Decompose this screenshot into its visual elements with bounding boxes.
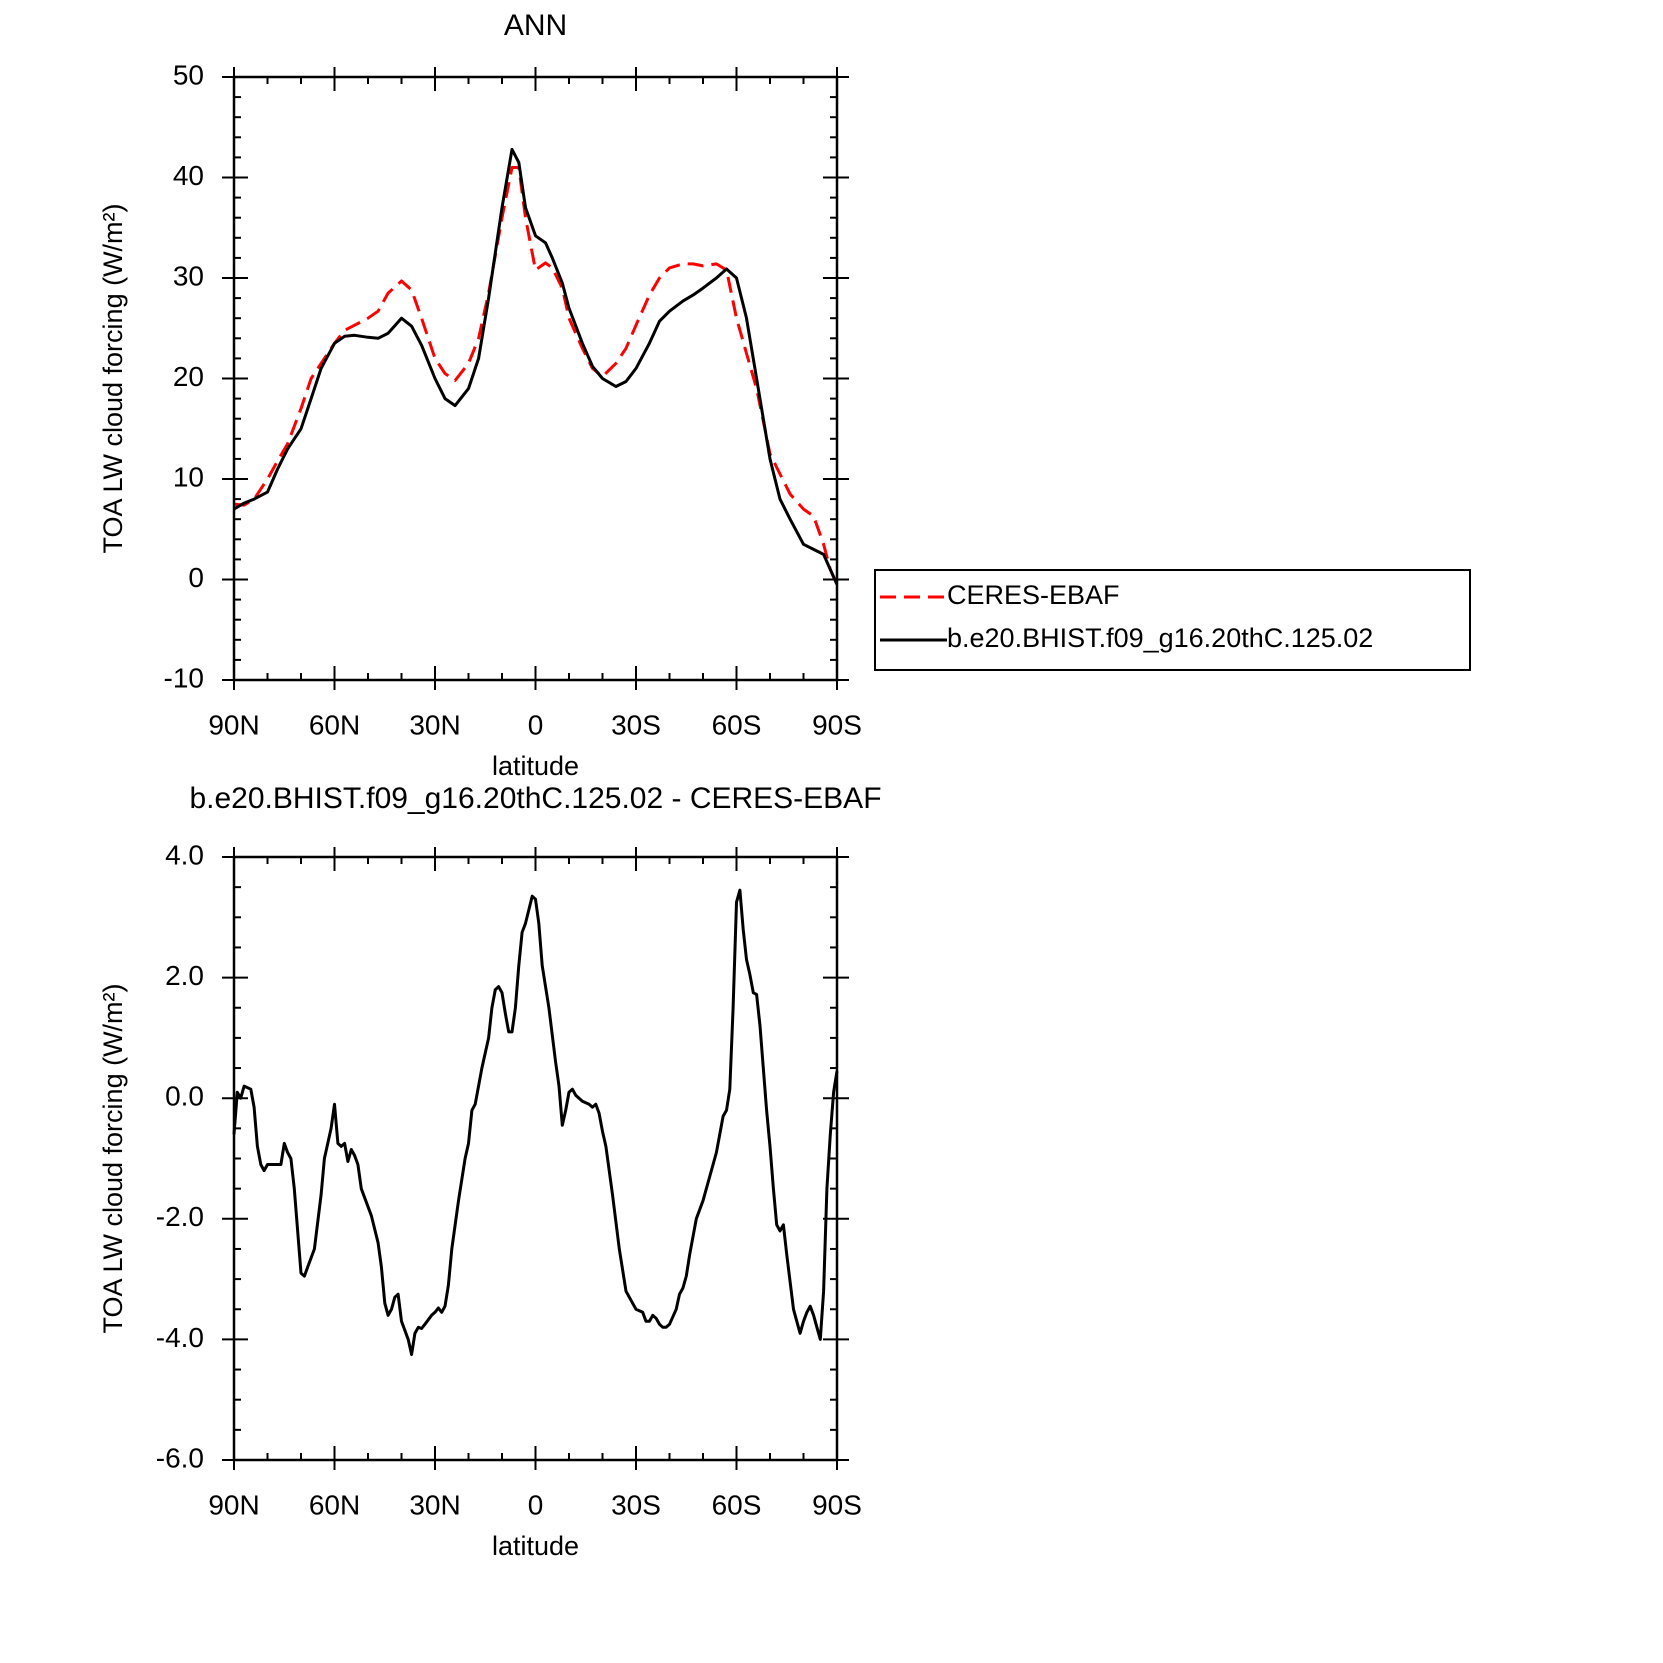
plot-frame — [232, 75, 839, 682]
y-tick-label: -4.0 — [156, 1322, 204, 1353]
x-tick-label: 30S — [611, 709, 661, 740]
legend-box — [874, 569, 1471, 671]
y-tick-label: -6.0 — [156, 1442, 204, 1473]
x-tick-label: 30N — [409, 709, 460, 740]
legend-label: b.e20.BHIST.f09_g16.20thC.125.02 — [947, 623, 1373, 653]
x-tick-label: 90S — [812, 1489, 862, 1520]
y-tick-label: 50 — [173, 59, 204, 90]
y-tick-label: 2.0 — [165, 960, 204, 991]
y-tick-label: 20 — [173, 361, 204, 392]
x-tick-label: 60S — [712, 1489, 762, 1520]
chart-title: b.e20.BHIST.f09_g16.20thC.125.02 - CERES… — [189, 782, 881, 815]
x-tick-label: 90S — [812, 709, 862, 740]
x-tick-label: 0 — [528, 1489, 544, 1520]
legend-label: CERES-EBAF — [947, 580, 1120, 610]
x-tick-label: 60N — [309, 709, 360, 740]
x-tick-label: 90N — [208, 1489, 259, 1520]
x-tick-label: 30S — [611, 1489, 661, 1520]
x-tick-label: 0 — [528, 709, 544, 740]
y-tick-label: 0.0 — [165, 1081, 204, 1112]
x-tick-label: 90N — [208, 709, 259, 740]
x-axis-label: latitude — [492, 751, 579, 781]
y-tick-label: -2.0 — [156, 1201, 204, 1232]
x-tick-label: 30N — [409, 1489, 460, 1520]
x-tick-label: 60N — [309, 1489, 360, 1520]
y-axis-label: TOA LW cloud forcing (W/m²) — [98, 203, 128, 553]
y-tick-label: 10 — [173, 461, 204, 492]
data-line — [233, 147, 839, 586]
data-line — [232, 888, 839, 1356]
y-tick-label: 30 — [173, 260, 204, 291]
y-axis-label: TOA LW cloud forcing (W/m²) — [98, 983, 128, 1333]
y-tick-label: -10 — [164, 662, 204, 693]
x-axis-label: latitude — [492, 1531, 579, 1561]
y-tick-label: 4.0 — [165, 839, 204, 870]
chart-title: ANN — [504, 9, 567, 42]
plot-frame — [232, 855, 839, 1462]
x-tick-label: 60S — [712, 709, 762, 740]
y-tick-label: 0 — [188, 562, 204, 593]
data-line — [233, 166, 839, 586]
y-tick-label: 40 — [173, 160, 204, 191]
